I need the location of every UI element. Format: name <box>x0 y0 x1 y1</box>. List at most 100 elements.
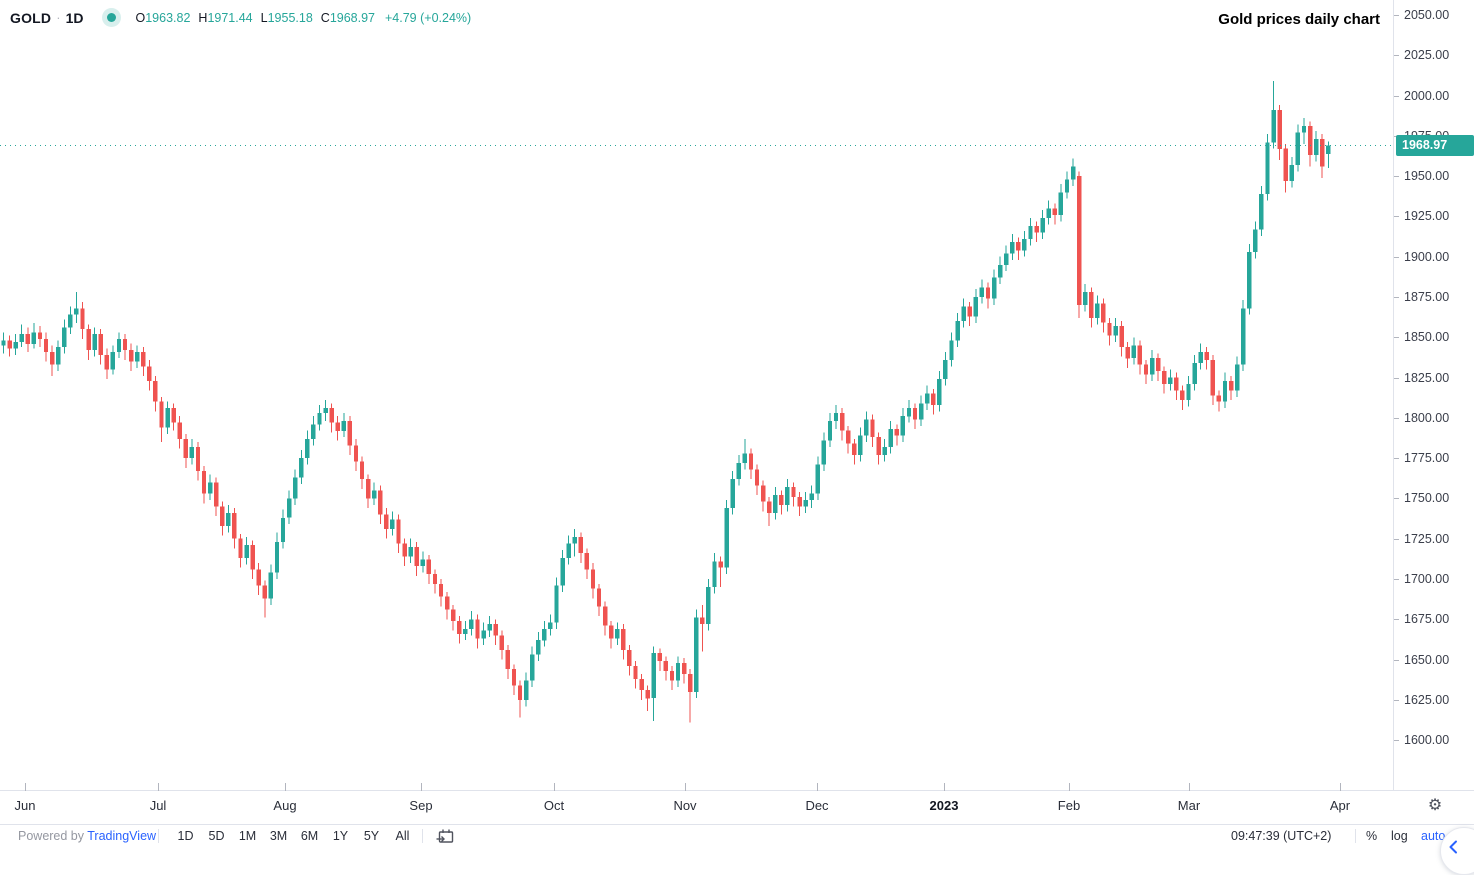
price-axis-label: 1625.00 <box>1404 692 1450 707</box>
time-axis[interactable]: ⚙ Jun Jul Aug Sep Oct Nov Dec 2023 Feb Mar Apr <box>0 783 1474 825</box>
candle <box>651 653 656 699</box>
change-value: +4.79 (+0.24%) <box>385 10 472 25</box>
candle <box>1174 377 1179 391</box>
candle <box>323 408 328 413</box>
price-axis[interactable]: 1968.97 2050.002025.002000.001975.001950… <box>1393 0 1474 824</box>
candle <box>645 690 650 699</box>
price-axis-label: 1825.00 <box>1404 370 1450 385</box>
candle <box>754 469 760 486</box>
candle <box>718 561 723 568</box>
auto-scale-button[interactable]: auto <box>1421 829 1446 843</box>
collapse-panel-button[interactable] <box>1440 827 1474 875</box>
price-axis-tick <box>1394 55 1399 57</box>
time-axis-tick <box>944 783 945 791</box>
gear-icon[interactable]: ⚙ <box>1427 797 1443 814</box>
timeframe-button-5y[interactable]: 5Y <box>363 829 380 843</box>
candle <box>505 649 511 670</box>
timeframe-button-all[interactable]: All <box>395 829 410 843</box>
price-axis-tick <box>1394 256 1399 258</box>
time-axis-label-oct: Oct <box>543 798 565 813</box>
candle <box>1204 351 1209 360</box>
candle <box>56 347 61 365</box>
price-axis-tick <box>1394 538 1399 540</box>
candle <box>183 438 188 459</box>
candle <box>432 574 438 584</box>
candle <box>578 537 583 554</box>
open-field: O1963.82 <box>135 10 191 25</box>
candle <box>347 421 353 446</box>
candle <box>384 514 389 529</box>
tradingview-link[interactable]: TradingView <box>87 829 157 843</box>
candle <box>293 477 298 499</box>
candle <box>615 629 620 639</box>
candle <box>1247 251 1252 309</box>
candle <box>159 401 164 428</box>
candle <box>815 464 820 494</box>
candle <box>201 471 207 494</box>
candle <box>189 446 195 459</box>
candle <box>773 495 778 513</box>
goto-date-icon[interactable] <box>436 827 456 846</box>
time-axis-label-feb: Feb <box>1057 798 1081 813</box>
percent-scale-button[interactable]: % <box>1366 829 1378 843</box>
time-axis-label-aug: Aug <box>273 798 297 813</box>
candle <box>706 587 711 625</box>
session-clock[interactable]: 09:47:39 (UTC+2) <box>1231 829 1332 843</box>
candle <box>688 674 693 692</box>
symbol-legend: GOLD · 1D O1963.82 H1971.44 L1955.18 C19… <box>10 8 471 27</box>
candle <box>1016 242 1021 251</box>
candle <box>1083 292 1088 306</box>
candle <box>937 379 942 405</box>
candle <box>870 419 875 438</box>
candle <box>1301 126 1307 133</box>
timeframe-button-3m[interactable]: 3M <box>269 829 288 843</box>
candle <box>1307 126 1313 156</box>
timeframe-button-1m[interactable]: 1M <box>238 829 257 843</box>
candle <box>49 351 55 365</box>
time-axis-tick <box>685 783 686 791</box>
symbol-name[interactable]: GOLD <box>10 9 52 26</box>
candle <box>803 500 808 507</box>
candle <box>991 277 997 299</box>
candle <box>694 617 699 692</box>
candle <box>475 619 480 639</box>
timeframe-button-1y[interactable]: 1Y <box>332 829 349 843</box>
timeframe-button-6m[interactable]: 6M <box>300 829 319 843</box>
candle <box>627 649 632 666</box>
candle <box>912 408 918 420</box>
symbol-logo-dot-icon <box>101 8 121 27</box>
candle <box>888 429 893 447</box>
interval-label[interactable]: 1D <box>65 9 84 26</box>
price-axis-tick <box>1394 579 1399 580</box>
bottom-toolbar: Powered by TradingView 1D 5D 1M 3M 6M 1Y 5Y All… <box>0 824 1474 875</box>
candle <box>1034 226 1039 233</box>
candle <box>62 327 67 347</box>
price-axis-tick <box>1394 297 1399 298</box>
price-axis-tick <box>1394 216 1399 218</box>
candle <box>74 308 79 315</box>
price-axis-label: 2000.00 <box>1404 88 1450 103</box>
candle <box>918 403 924 420</box>
timeframe-button-5d[interactable]: 5D <box>208 829 225 843</box>
candle <box>37 332 43 339</box>
candle <box>451 609 456 621</box>
log-scale-button[interactable]: log <box>1391 829 1408 843</box>
candle <box>1295 132 1301 165</box>
candle <box>1022 239 1027 251</box>
candle <box>760 485 766 502</box>
candle <box>1180 390 1185 401</box>
candle <box>365 479 371 499</box>
candlestick-plot-area[interactable] <box>0 0 1393 790</box>
candle <box>523 680 529 700</box>
candle <box>809 493 814 500</box>
candle <box>961 306 966 322</box>
candle <box>1101 303 1106 323</box>
candle <box>311 424 316 439</box>
candle <box>1326 145 1331 154</box>
candle <box>1076 176 1082 305</box>
candle <box>609 625 614 639</box>
candle <box>378 490 383 515</box>
price-axis-label: 1900.00 <box>1404 249 1450 264</box>
candle <box>681 662 687 675</box>
timeframe-button-1d[interactable]: 1D <box>177 829 194 843</box>
